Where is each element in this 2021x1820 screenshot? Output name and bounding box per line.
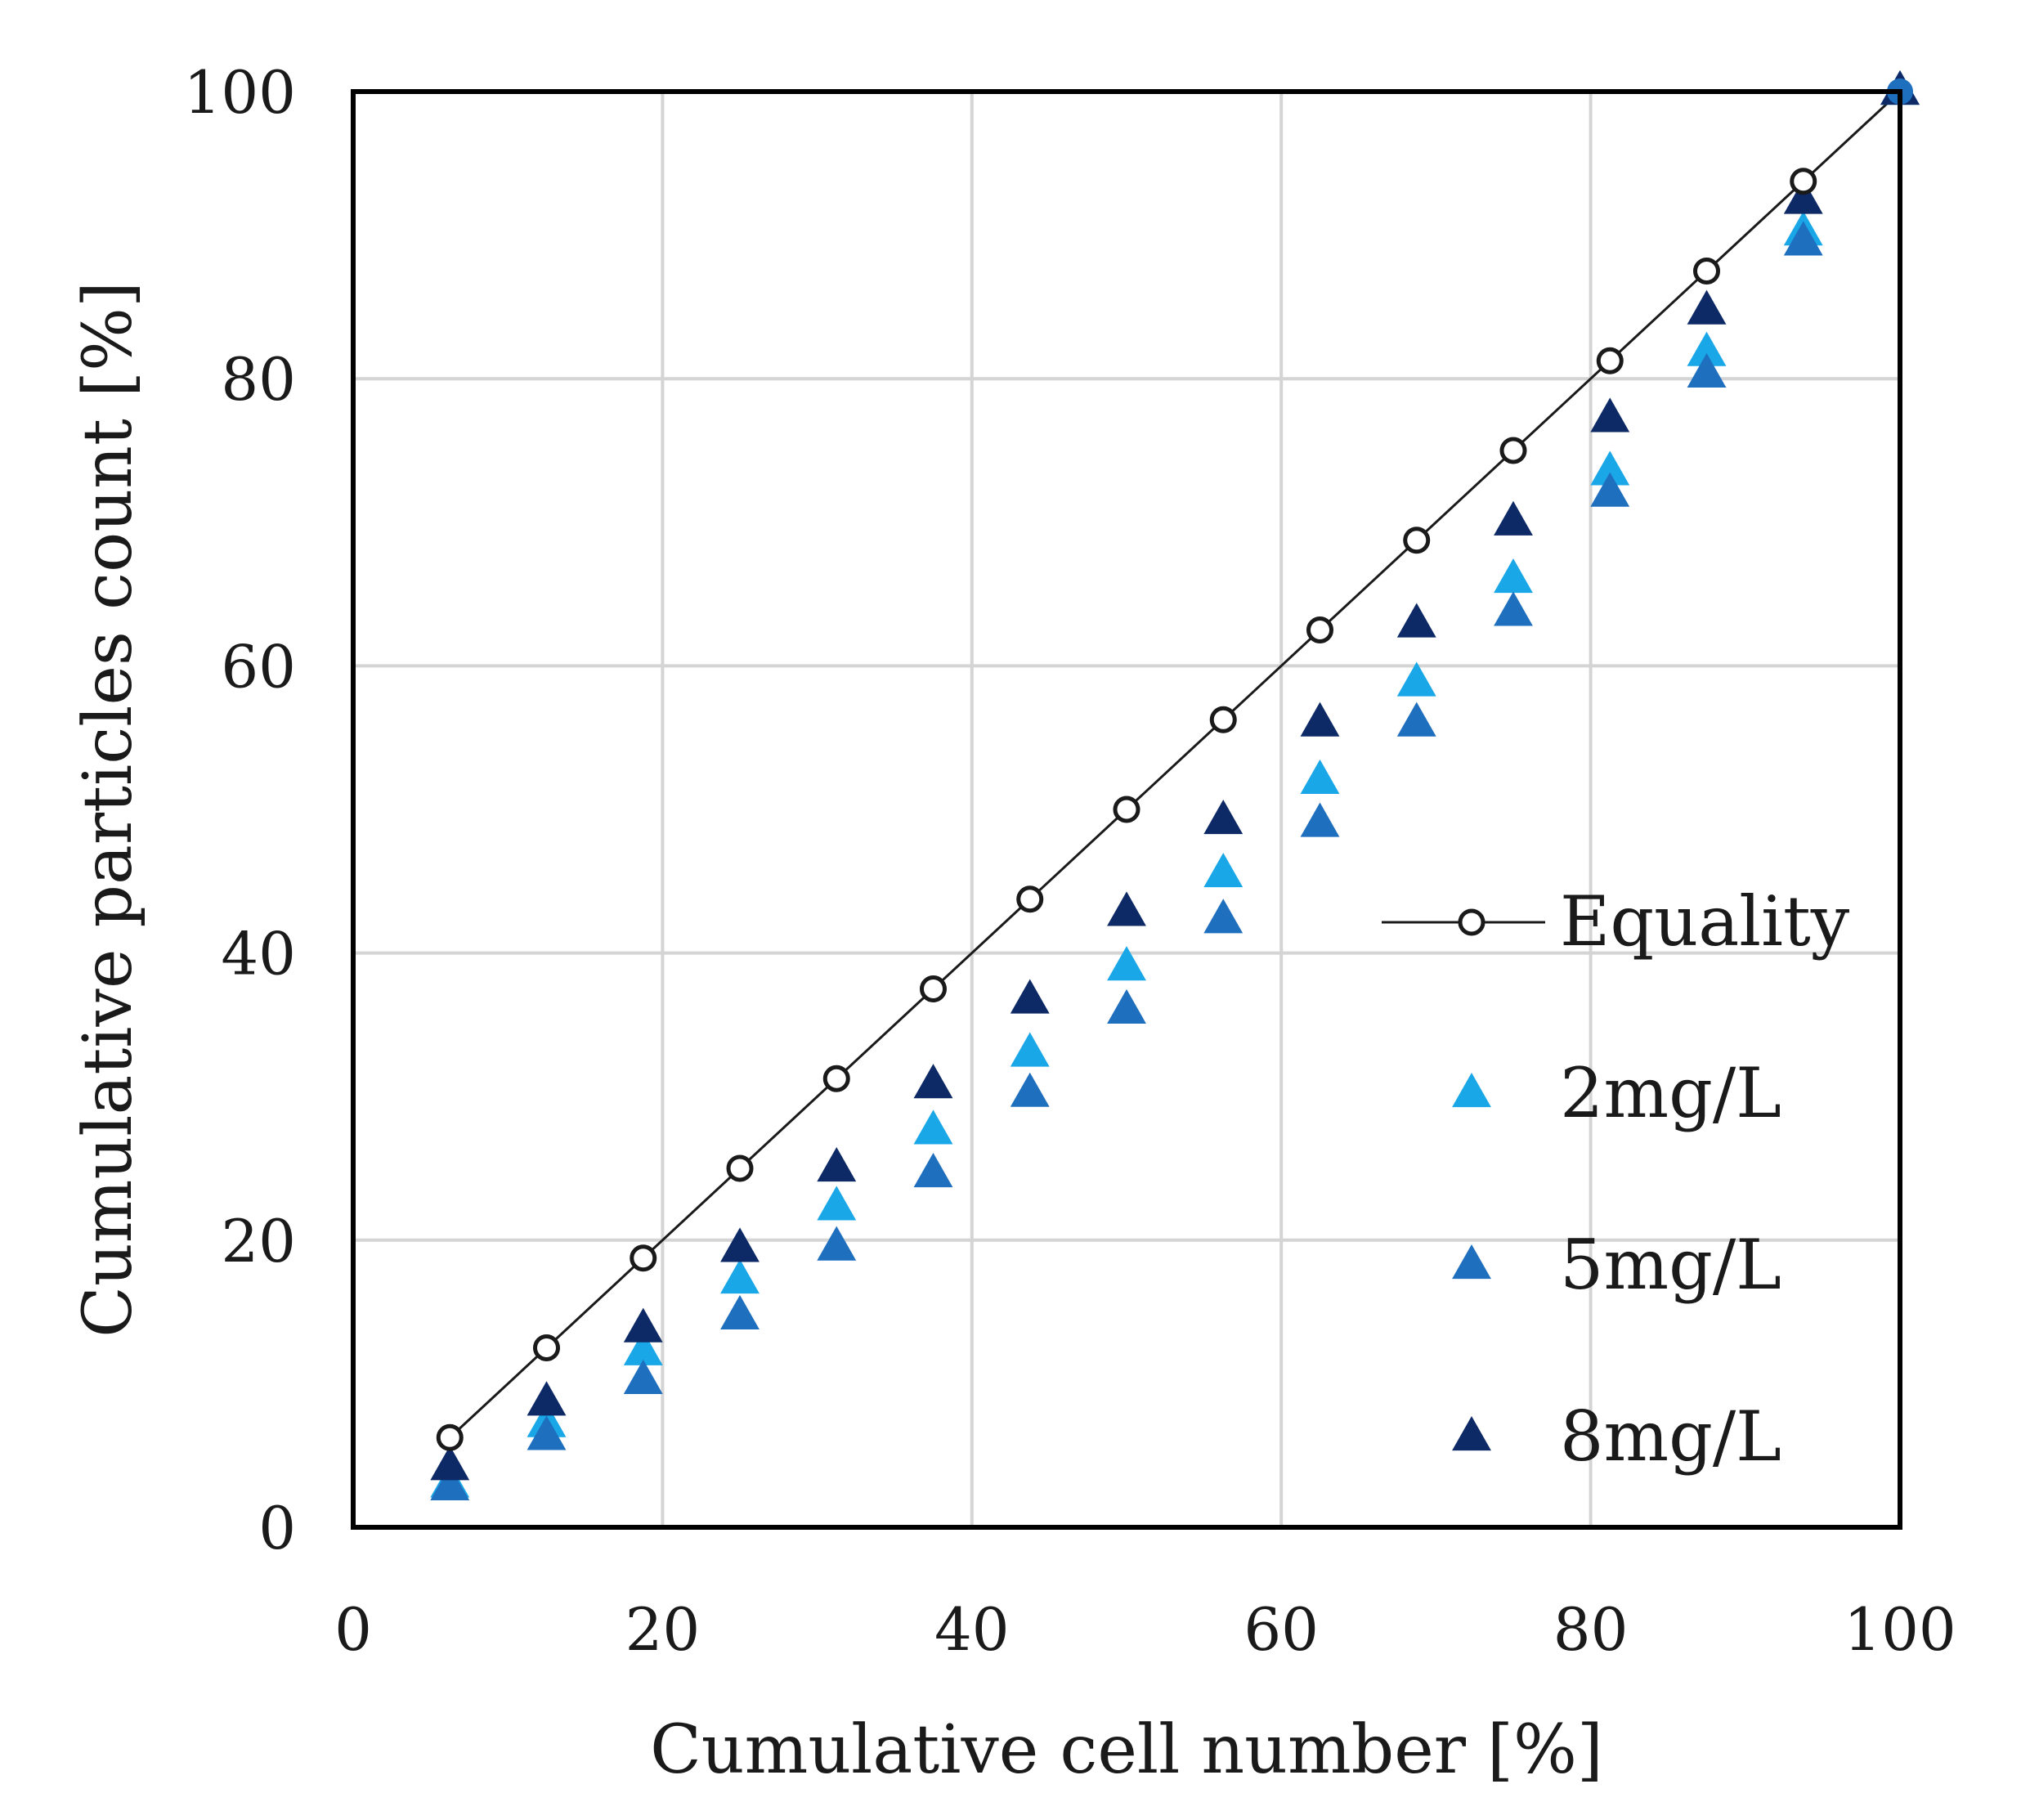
point-equality [1596,347,1624,374]
point-equality [1113,796,1140,823]
point-8mgl [913,1064,953,1099]
x-tick-labels: 0 20 40 60 80 100 [334,1595,1956,1664]
point-equality [1693,258,1720,285]
plot-frame [351,89,1902,1530]
point-equality [1499,437,1527,464]
y-tick-label: 80 [221,345,296,414]
x-axis-title: Cumulative cell number [%] [650,1711,1603,1789]
point-8mgl [527,1381,567,1416]
equality-line-layer [449,90,1902,1439]
point-5mgl [1590,472,1630,507]
point-2mgl [1107,946,1146,981]
point-5mgl [1783,221,1823,256]
point-8mgl [1590,397,1630,433]
legend-item-2mg: 2mg/L [1452,1053,1781,1133]
point-8mgl [817,1147,857,1182]
point-2mgl [913,1109,953,1145]
markers [430,70,1920,1500]
point-2mgl [1590,451,1630,486]
legend-label-2mg: 2mg/L [1560,1053,1781,1133]
point-equality [1209,706,1237,733]
legend-equality-marker [1458,908,1486,936]
y-tick-label: 100 [184,58,296,127]
point-2mgl [817,1186,857,1221]
point-5mgl [430,1465,470,1500]
point-5mgl [527,1415,567,1450]
y-tick-label: 20 [221,1207,296,1275]
point-8mgl [1203,800,1244,835]
x-tick-label: 60 [1244,1595,1319,1664]
x-tick-label: 100 [1844,1595,1956,1664]
point-5mgl [1300,802,1340,837]
point-5mgl [1396,702,1436,737]
point-equality [920,975,947,1002]
legend-2mg-triangle-marker [1452,1073,1491,1108]
equality-line [449,90,1902,1439]
legend-item-equality: Equality [1382,881,1850,962]
legend-item-5mg: 5mg/L [1452,1225,1781,1305]
point-equality [630,1244,657,1272]
point-2mgl [720,1258,760,1294]
point-8mgl [1783,179,1823,214]
point-5mgl [1687,352,1727,388]
point-8mgl [1687,289,1727,325]
point-8mgl [430,1446,470,1481]
point-2mgl [1494,558,1533,594]
point-equality [726,1154,754,1182]
point-equality [1016,885,1044,913]
point-5mgl [720,1294,760,1329]
point-5mgl [1010,1072,1050,1107]
y-tick-label: 60 [221,632,296,701]
legend-5mg-triangle-marker [1452,1244,1491,1280]
point-2mgl [1203,853,1244,888]
point-5mgl [1107,988,1146,1024]
point-2mgl [1010,1032,1050,1067]
legend: Equality 2mg/L 5mg/L 8mg/L [1382,881,1850,1477]
point-equality [1403,527,1431,554]
point-8mgl [1396,603,1436,638]
y-tick-label: 0 [258,1494,296,1562]
point-5mgl [1203,899,1244,934]
point-5mgl [913,1153,953,1188]
point-equality [533,1334,560,1361]
point-2mgl [1396,661,1436,697]
legend-8mg-triangle-marker [1452,1416,1491,1451]
legend-label-equality: Equality [1560,881,1850,962]
point-8mgl [1107,891,1146,926]
x-tick-label: 0 [334,1595,372,1664]
legend-label-5mg: 5mg/L [1560,1225,1781,1305]
y-tick-label: 40 [221,920,296,988]
x-tick-label: 20 [625,1595,701,1664]
point-8mgl [1010,979,1050,1014]
point-5mgl [817,1226,857,1261]
point-equality [822,1065,850,1092]
x-tick-label: 80 [1553,1595,1629,1664]
point-2mgl [1300,759,1340,794]
point-5mgl [623,1359,663,1395]
point-2mgl [623,1330,663,1365]
y-axis-title: Cumulative particles count [%] [69,281,147,1338]
point-2mgl [1687,331,1727,366]
point-8mgl [720,1227,760,1262]
x-tick-label: 40 [934,1595,1010,1664]
point-equality [1790,168,1817,195]
point-8mgl [623,1307,663,1343]
legend-label-8mg: 8mg/L [1560,1396,1781,1477]
y-tick-labels: 0 20 40 60 80 100 [184,58,296,1562]
legend-item-8mg: 8mg/L [1452,1396,1781,1477]
point-equality [1306,616,1333,643]
point-8mgl [1494,500,1533,536]
point-5mgl [1494,591,1533,626]
point-equality [436,1423,464,1451]
point-8mgl [1300,702,1340,737]
